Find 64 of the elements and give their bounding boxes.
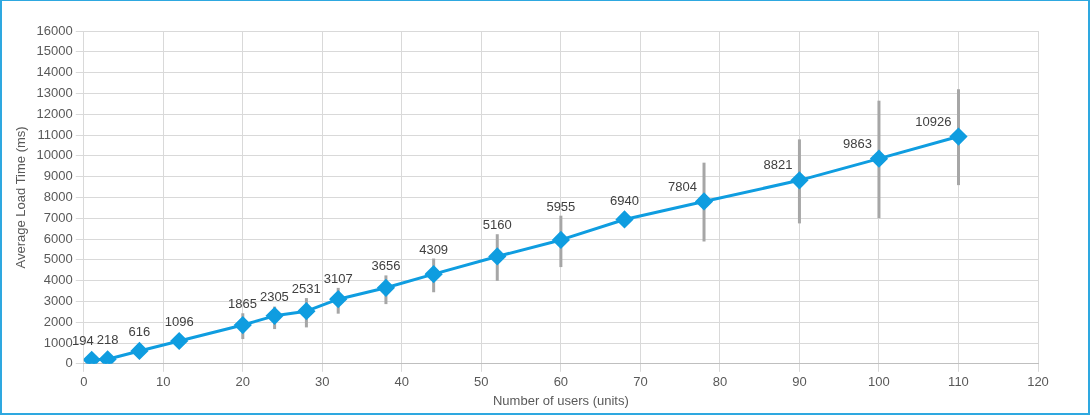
x-tick-label: 60 bbox=[553, 374, 569, 390]
y-tick-label: 14000 bbox=[36, 64, 73, 80]
point bbox=[266, 307, 284, 325]
point bbox=[170, 332, 188, 350]
point bbox=[552, 231, 570, 249]
x-tick-label: 0 bbox=[80, 374, 88, 390]
y-tick-label: 2000 bbox=[43, 313, 73, 329]
point bbox=[297, 302, 315, 320]
point bbox=[488, 247, 506, 265]
y-axis-title: Average Load Time (ms) bbox=[13, 126, 29, 269]
data-label: 4309 bbox=[419, 241, 449, 257]
x-tick-label: 120 bbox=[1027, 374, 1049, 390]
y-tick-label: 9000 bbox=[43, 168, 73, 184]
y-tick-label: 3000 bbox=[43, 292, 73, 308]
y-tick-label: 10000 bbox=[36, 147, 73, 163]
x-tick-label: 30 bbox=[315, 374, 330, 390]
point bbox=[425, 265, 443, 283]
x-tick-label: 50 bbox=[474, 374, 489, 390]
data-label: 3656 bbox=[371, 258, 401, 274]
x-tick-label: 100 bbox=[868, 374, 890, 390]
x-tick-label: 40 bbox=[394, 374, 410, 390]
data-label: 3107 bbox=[323, 270, 353, 286]
data-label: 2531 bbox=[291, 281, 321, 297]
data-label: 9863 bbox=[843, 135, 872, 151]
data-label: 218 bbox=[96, 332, 119, 348]
data-label: 1865 bbox=[228, 296, 257, 312]
y-tick-label: 6000 bbox=[43, 230, 73, 246]
point bbox=[234, 316, 252, 334]
data-label: 7804 bbox=[668, 178, 698, 194]
x-tick-label: 70 bbox=[633, 374, 648, 390]
point bbox=[377, 279, 395, 297]
x-tick-label: 10 bbox=[156, 374, 171, 390]
y-tick-label: 15000 bbox=[36, 43, 73, 59]
x-tick-label: 90 bbox=[792, 374, 807, 390]
point bbox=[130, 342, 148, 360]
data-label: 6940 bbox=[610, 192, 639, 208]
data-label: 10926 bbox=[915, 113, 952, 129]
y-tick-label: 13000 bbox=[36, 84, 73, 100]
point bbox=[870, 150, 888, 168]
point bbox=[695, 192, 713, 210]
y-tick-label: 16000 bbox=[36, 22, 73, 38]
x-tick-label: 110 bbox=[948, 374, 969, 390]
y-tick-label: 1000 bbox=[43, 334, 73, 350]
y-tick-label: 12000 bbox=[36, 105, 73, 121]
point bbox=[949, 128, 967, 146]
point bbox=[329, 290, 347, 308]
data-label: 8821 bbox=[763, 157, 793, 173]
x-tick-label: 80 bbox=[712, 374, 728, 390]
data-label: 616 bbox=[128, 324, 151, 340]
point bbox=[790, 171, 808, 189]
y-tick-label: 8000 bbox=[43, 188, 73, 204]
point bbox=[615, 210, 633, 228]
data-label: 2305 bbox=[259, 288, 289, 304]
y-tick-label: 11000 bbox=[37, 126, 73, 142]
y-tick-label: 0 bbox=[65, 355, 73, 371]
data-label: 5955 bbox=[546, 198, 576, 214]
y-tick-label: 4000 bbox=[43, 272, 73, 288]
y-tick-label: 7000 bbox=[43, 209, 73, 225]
y-tick-label: 5000 bbox=[43, 251, 73, 267]
data-label: 1096 bbox=[164, 314, 194, 330]
x-axis-title: Number of users (units) bbox=[492, 392, 629, 408]
data-label: 5160 bbox=[482, 217, 512, 233]
x-tick-label: 20 bbox=[235, 374, 251, 390]
data-label: 194 bbox=[72, 332, 94, 348]
